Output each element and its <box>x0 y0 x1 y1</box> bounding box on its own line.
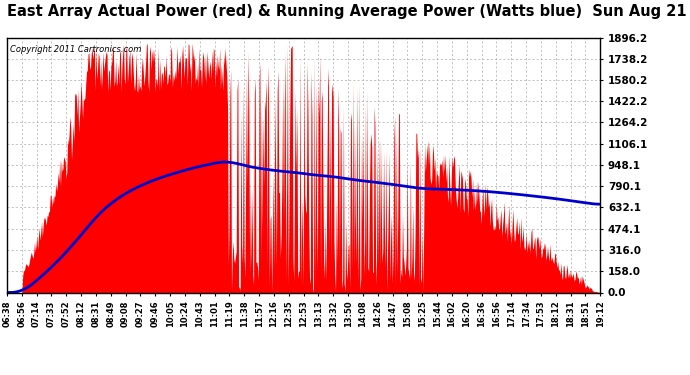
Text: Copyright 2011 Cartronics.com: Copyright 2011 Cartronics.com <box>10 45 141 54</box>
Text: East Array Actual Power (red) & Running Average Power (Watts blue)  Sun Aug 21 1: East Array Actual Power (red) & Running … <box>7 4 690 19</box>
